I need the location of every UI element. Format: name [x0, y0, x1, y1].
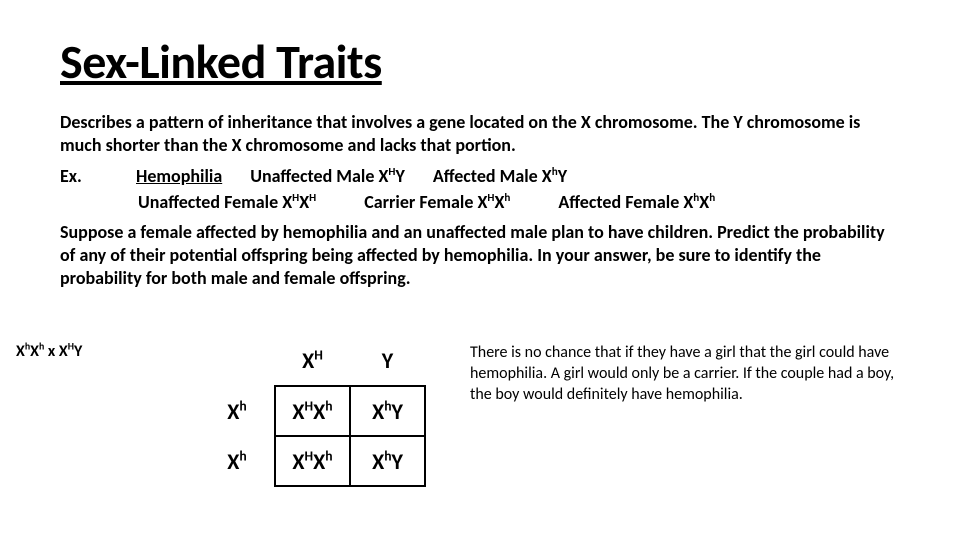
punnett-table: XH Y Xh XHXh XhY Xh XHXh XhY: [200, 336, 426, 487]
punnett-col-header-1: Y: [350, 336, 425, 386]
punnett-corner: [200, 336, 275, 386]
explanation-text: There is no chance that if they have a g…: [470, 342, 910, 405]
unaffected-male: Unaffected Male XHY: [250, 165, 405, 187]
punnett-cell-0-0: XHXh: [275, 386, 350, 436]
affected-female: Affected Female XhXh: [558, 191, 715, 213]
affected-male: Affected Male XhY: [433, 165, 567, 187]
cross-notation: XhXh x XHY: [16, 342, 82, 361]
ex-label: Ex.: [60, 165, 108, 187]
question-text: Suppose a female affected by hemophilia …: [60, 221, 900, 290]
slide-title: Sex-Linked Traits: [60, 32, 900, 91]
punnett-cell-0-1: XhY: [350, 386, 425, 436]
affected-female-genotype: XhXh: [683, 191, 715, 213]
carrier-female-label: Carrier Female: [364, 191, 477, 213]
punnett-cell-1-0: XHXh: [275, 436, 350, 486]
unaffected-female-label: Unaffected Female: [138, 191, 282, 213]
example-row-2: Unaffected Female XHXH Carrier Female XH…: [138, 191, 900, 213]
affected-male-label: Affected Male: [433, 165, 542, 187]
unaffected-female-genotype: XHXH: [282, 191, 316, 213]
carrier-female-genotype: XHXh: [478, 191, 511, 213]
unaffected-male-label: Unaffected Male: [250, 165, 378, 187]
punnett-cell-1-1: XhY: [350, 436, 425, 486]
example-row-1: Ex. Hemophilia Unaffected Male XHY Affec…: [60, 165, 900, 187]
punnett-col-header-0: XH: [275, 336, 350, 386]
affected-male-genotype: XhY: [542, 165, 567, 187]
punnett-row-header-1: Xh: [200, 436, 275, 486]
unaffected-male-genotype: XHY: [378, 165, 404, 187]
condition-name: Hemophilia: [136, 165, 222, 187]
carrier-female: Carrier Female XHXh: [364, 191, 510, 213]
punnett-row-header-0: Xh: [200, 386, 275, 436]
punnett-square: XH Y Xh XHXh XhY Xh XHXh XhY: [200, 336, 426, 487]
unaffected-female: Unaffected Female XHXH: [138, 191, 316, 213]
description-text: Describes a pattern of inheritance that …: [60, 111, 900, 157]
affected-female-label: Affected Female: [558, 191, 683, 213]
